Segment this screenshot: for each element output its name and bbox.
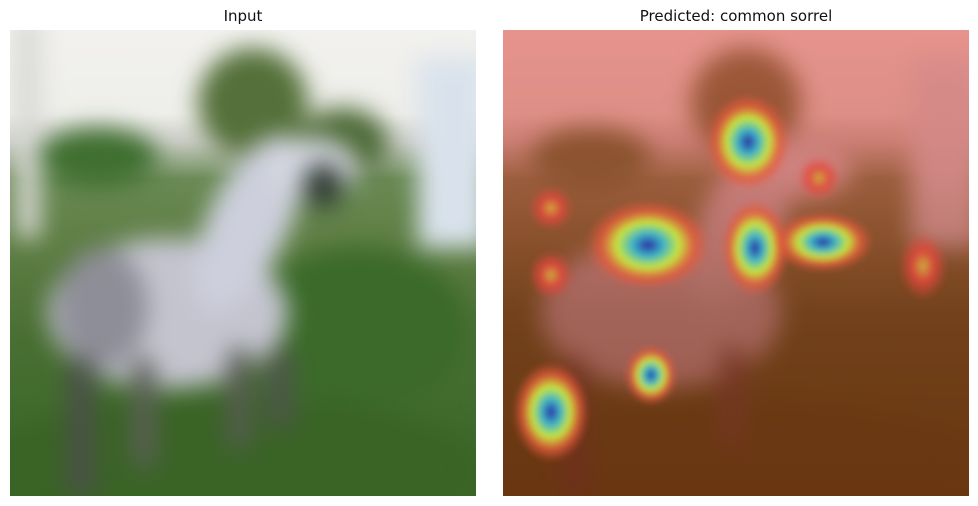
hotspot-far-right bbox=[899, 232, 947, 300]
hotspot-right bbox=[773, 212, 873, 272]
input-image bbox=[10, 30, 476, 496]
hotspot-body bbox=[586, 200, 710, 290]
hotspot-head bbox=[706, 94, 790, 190]
prediction-panel-title: Predicted: common sorrel bbox=[639, 7, 833, 25]
hotspot-chest bbox=[721, 200, 789, 296]
hotspot-left-low bbox=[529, 251, 573, 299]
hotspot-neck bbox=[797, 156, 841, 200]
heatmap-hotspots bbox=[513, 94, 947, 462]
hotspot-leg bbox=[513, 362, 589, 462]
input-scene-details bbox=[10, 30, 476, 496]
hotspot-left-mid bbox=[529, 186, 573, 230]
hotspot-knee bbox=[625, 345, 677, 405]
saliency-heatmap-image bbox=[503, 30, 969, 496]
input-panel-title: Input bbox=[223, 7, 263, 25]
